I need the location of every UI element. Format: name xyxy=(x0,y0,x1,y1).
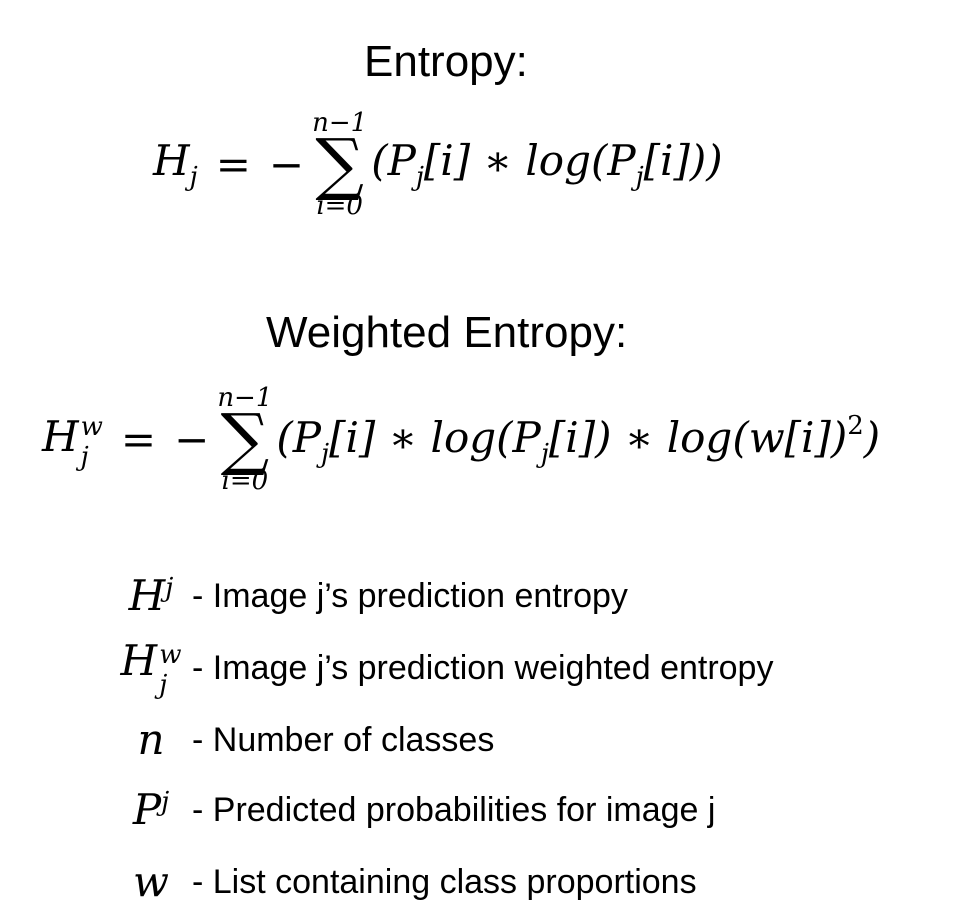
entropy-equals: = xyxy=(215,139,251,189)
entropy-lhs-symbol: H xyxy=(153,135,190,185)
legend-description: - Image j’s prediction weighted entropy xyxy=(192,648,774,687)
weighted-sigma: ∑ xyxy=(220,399,270,479)
weighted-minus: − xyxy=(174,414,210,464)
legend-symbol: n xyxy=(110,719,192,761)
weighted-body: (Pj[i] ∗ log(Pj[i]) ∗ log(w[i])2) xyxy=(276,410,881,469)
weighted-lhs-superscript: w xyxy=(80,411,103,442)
legend-description: - List containing class proportions xyxy=(192,862,697,901)
legend-item-proportions: w - List containing class proportions xyxy=(110,852,870,912)
legend-symbol-subscript: j xyxy=(161,787,170,817)
legend-symbol-main: n xyxy=(137,715,165,764)
entropy-title: Entropy: xyxy=(364,37,528,86)
entropy-body: (Pj[i] ∗ log(Pj[i])) xyxy=(371,135,723,192)
entropy-formula: Hj = − n−1 ∑ i=0 (Pj[i] ∗ log(Pj[i])) xyxy=(153,92,723,237)
legend-symbol: w xyxy=(110,861,192,903)
entropy-summation: n−1 ∑ i=0 xyxy=(312,110,367,220)
entropy-sum-upper: n−1 xyxy=(312,107,368,138)
entropy-lhs-subscript: j xyxy=(189,161,198,192)
legend-symbol-main: H xyxy=(120,636,158,685)
legend-description: - Predicted probabilities for image j xyxy=(192,790,716,829)
legend-symbol-superscript: w xyxy=(159,640,182,670)
legend-symbol-main: H xyxy=(128,571,166,620)
legend-symbol-main: P xyxy=(132,785,162,834)
weighted-equals: = xyxy=(120,414,157,464)
legend-symbol-subscript: j xyxy=(165,573,174,603)
legend-description: - Image j’s prediction entropy xyxy=(192,576,628,615)
legend-description: - Number of classes xyxy=(192,720,495,759)
entropy-sum-lower: i=0 xyxy=(316,191,363,222)
weighted-lhs-symbol: H xyxy=(42,411,79,461)
legend-symbol-main: w xyxy=(133,857,169,906)
weighted-entropy-title: Weighted Entropy: xyxy=(266,308,628,357)
weighted-lhs-subscript: j xyxy=(80,441,89,472)
weighted-sum-upper: n−1 xyxy=(217,382,273,413)
entropy-sigma: ∑ xyxy=(315,124,364,204)
legend-symbol-subscript: j xyxy=(159,670,168,700)
weighted-sum-lower: i=0 xyxy=(221,466,269,497)
entropy-lhs: Hj xyxy=(153,139,198,192)
legend-item-classes: n - Number of classes xyxy=(110,710,870,770)
weighted-summation: n−1 ∑ i=0 xyxy=(217,385,272,495)
entropy-minus: − xyxy=(268,139,305,189)
